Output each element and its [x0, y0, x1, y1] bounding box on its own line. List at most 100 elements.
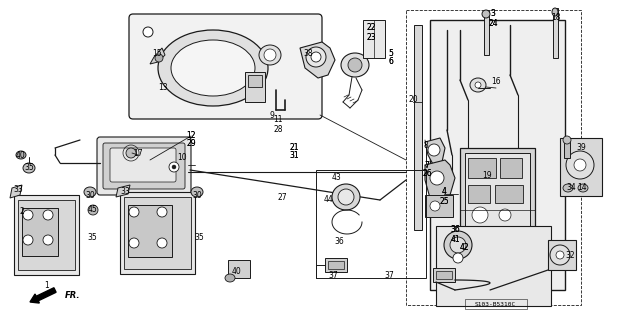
Text: 31: 31 — [289, 151, 299, 161]
Text: 31: 31 — [289, 151, 299, 161]
Bar — [228, 260, 250, 278]
Text: 34: 34 — [566, 183, 576, 193]
Ellipse shape — [129, 238, 139, 248]
FancyBboxPatch shape — [97, 137, 191, 195]
Bar — [14, 195, 79, 275]
Text: 5: 5 — [389, 49, 394, 58]
Bar — [18, 200, 75, 270]
Bar — [465, 153, 530, 238]
Bar — [560, 138, 602, 196]
Ellipse shape — [171, 40, 255, 96]
Text: 22: 22 — [366, 23, 376, 33]
Ellipse shape — [157, 207, 167, 217]
Text: 32: 32 — [565, 252, 575, 260]
Text: 30: 30 — [192, 190, 202, 199]
Text: 20: 20 — [408, 95, 418, 105]
Ellipse shape — [23, 235, 33, 245]
Bar — [425, 195, 453, 217]
Text: 35: 35 — [24, 164, 34, 172]
Ellipse shape — [23, 163, 35, 173]
Text: 21: 21 — [289, 142, 299, 151]
Bar — [316, 170, 426, 278]
Text: 24: 24 — [488, 19, 498, 28]
Text: 23: 23 — [366, 33, 376, 42]
Polygon shape — [10, 185, 22, 198]
Ellipse shape — [155, 54, 163, 62]
Bar — [465, 299, 527, 309]
Text: 42: 42 — [459, 244, 469, 252]
Text: 12: 12 — [186, 131, 196, 140]
Ellipse shape — [259, 45, 281, 65]
Text: 36: 36 — [450, 226, 460, 235]
Ellipse shape — [306, 47, 326, 67]
Bar — [328, 261, 344, 269]
Text: FR.: FR. — [65, 292, 81, 300]
Ellipse shape — [428, 144, 440, 156]
Text: 38: 38 — [303, 49, 313, 58]
Polygon shape — [300, 42, 335, 78]
Text: 19: 19 — [482, 171, 492, 180]
Text: 16: 16 — [491, 77, 501, 86]
Bar — [460, 148, 535, 243]
Text: 45: 45 — [88, 205, 98, 214]
Ellipse shape — [574, 159, 586, 171]
Text: 36: 36 — [334, 237, 344, 246]
Ellipse shape — [341, 53, 369, 77]
Text: 44: 44 — [324, 196, 334, 204]
Text: 1: 1 — [44, 282, 49, 291]
Ellipse shape — [482, 10, 490, 18]
Text: 7: 7 — [424, 161, 429, 170]
Text: 17: 17 — [133, 148, 142, 157]
Bar — [484, 10, 489, 55]
Text: 14: 14 — [578, 183, 587, 193]
Ellipse shape — [157, 238, 167, 248]
Text: 22: 22 — [366, 23, 376, 33]
Ellipse shape — [332, 184, 360, 210]
Ellipse shape — [311, 52, 321, 62]
Text: 9: 9 — [269, 110, 274, 119]
Text: 13: 13 — [158, 84, 168, 92]
Ellipse shape — [450, 237, 466, 253]
Ellipse shape — [129, 207, 139, 217]
Text: 29: 29 — [186, 140, 196, 148]
Bar — [363, 20, 385, 58]
Text: 23: 23 — [366, 33, 376, 42]
Ellipse shape — [472, 207, 488, 223]
Bar — [245, 72, 265, 102]
Polygon shape — [425, 160, 455, 200]
Ellipse shape — [499, 209, 511, 221]
Text: 4: 4 — [441, 188, 446, 196]
Bar — [248, 75, 262, 87]
Text: 24: 24 — [488, 19, 498, 28]
Text: 42: 42 — [459, 244, 469, 252]
Ellipse shape — [470, 78, 486, 92]
Ellipse shape — [550, 245, 570, 265]
Bar — [468, 185, 490, 203]
Ellipse shape — [23, 210, 33, 220]
Bar — [436, 271, 452, 279]
Polygon shape — [425, 138, 445, 168]
Ellipse shape — [563, 136, 571, 144]
Ellipse shape — [88, 205, 98, 215]
Text: 35: 35 — [87, 233, 97, 242]
Ellipse shape — [475, 82, 481, 88]
Text: 37: 37 — [384, 270, 394, 279]
Ellipse shape — [169, 162, 179, 172]
Text: 35: 35 — [194, 233, 204, 242]
Text: 41: 41 — [450, 236, 460, 244]
Text: 36: 36 — [450, 226, 460, 235]
Text: 5: 5 — [389, 49, 394, 58]
Ellipse shape — [43, 210, 53, 220]
Text: 33: 33 — [120, 188, 130, 196]
Ellipse shape — [552, 8, 558, 16]
Ellipse shape — [158, 30, 268, 106]
Ellipse shape — [43, 235, 53, 245]
Text: 28: 28 — [273, 124, 282, 133]
Bar — [128, 205, 172, 257]
FancyBboxPatch shape — [129, 14, 322, 119]
Ellipse shape — [84, 187, 96, 197]
Text: 4: 4 — [441, 188, 446, 196]
Text: 2: 2 — [19, 207, 24, 217]
Ellipse shape — [264, 49, 276, 61]
Bar — [430, 20, 565, 290]
